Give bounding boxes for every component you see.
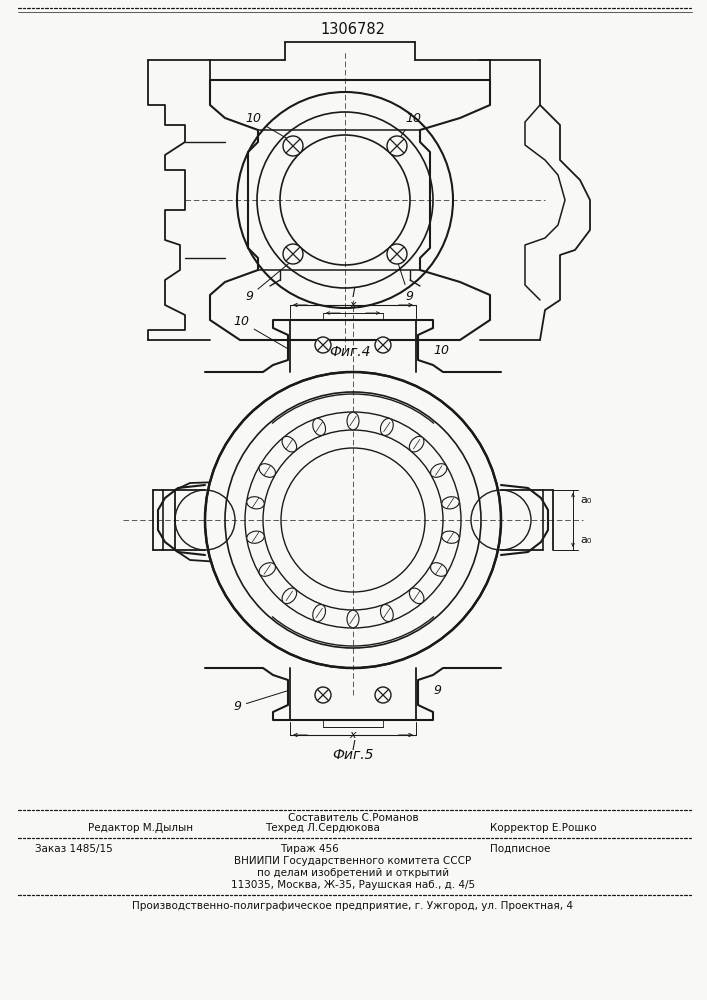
Circle shape bbox=[205, 372, 501, 668]
Text: l: l bbox=[351, 287, 355, 300]
Ellipse shape bbox=[312, 418, 325, 435]
Ellipse shape bbox=[282, 436, 297, 452]
Circle shape bbox=[315, 687, 331, 703]
Text: 10: 10 bbox=[233, 315, 288, 349]
Ellipse shape bbox=[409, 588, 424, 604]
Text: Производственно-полиграфическое предприятие, г. Ужгород, ул. Проектная, 4: Производственно-полиграфическое предприя… bbox=[132, 901, 573, 911]
Ellipse shape bbox=[431, 563, 447, 576]
Text: 10: 10 bbox=[399, 112, 421, 140]
Ellipse shape bbox=[347, 412, 359, 430]
Circle shape bbox=[283, 244, 303, 264]
Ellipse shape bbox=[409, 436, 424, 452]
Text: x: x bbox=[350, 730, 356, 740]
Circle shape bbox=[283, 136, 303, 156]
Ellipse shape bbox=[380, 605, 393, 622]
Ellipse shape bbox=[431, 464, 447, 477]
Text: Редактор М.Дылын: Редактор М.Дылын bbox=[88, 823, 193, 833]
Ellipse shape bbox=[247, 531, 264, 543]
Ellipse shape bbox=[312, 605, 325, 622]
Text: l: l bbox=[351, 740, 355, 753]
Text: x: x bbox=[350, 300, 356, 310]
Text: Фиг.4: Фиг.4 bbox=[329, 345, 370, 359]
Text: Тираж 456: Тираж 456 bbox=[280, 844, 339, 854]
Text: 10: 10 bbox=[433, 344, 449, 357]
Circle shape bbox=[387, 136, 407, 156]
Ellipse shape bbox=[282, 588, 297, 604]
Circle shape bbox=[315, 337, 331, 353]
Text: Составитель С.Романов: Составитель С.Романов bbox=[288, 813, 419, 823]
Text: Заказ 1485/15: Заказ 1485/15 bbox=[35, 844, 112, 854]
Circle shape bbox=[387, 244, 407, 264]
Circle shape bbox=[375, 687, 391, 703]
Text: 9: 9 bbox=[233, 691, 287, 713]
Text: 9: 9 bbox=[245, 262, 291, 303]
Text: 10: 10 bbox=[245, 112, 291, 141]
Ellipse shape bbox=[442, 531, 460, 543]
Text: 1306782: 1306782 bbox=[320, 22, 385, 37]
Ellipse shape bbox=[259, 464, 276, 477]
Ellipse shape bbox=[380, 418, 393, 435]
Ellipse shape bbox=[247, 497, 264, 509]
Circle shape bbox=[375, 337, 391, 353]
Ellipse shape bbox=[259, 563, 276, 576]
Text: ВНИИПИ Государственного комитета СССР: ВНИИПИ Государственного комитета СССР bbox=[235, 856, 472, 866]
Text: Техред Л.Сердюкова: Техред Л.Сердюкова bbox=[265, 823, 380, 833]
Text: Корректор Е.Рошко: Корректор Е.Рошко bbox=[490, 823, 597, 833]
Text: a₀: a₀ bbox=[580, 495, 591, 505]
Ellipse shape bbox=[347, 610, 359, 628]
Text: 9: 9 bbox=[398, 263, 413, 303]
Text: 113035, Москва, Ж-35, Раушская наб., д. 4/5: 113035, Москва, Ж-35, Раушская наб., д. … bbox=[231, 880, 475, 890]
Text: Подписное: Подписное bbox=[490, 844, 550, 854]
Ellipse shape bbox=[442, 497, 460, 509]
Text: 9: 9 bbox=[433, 684, 441, 696]
Text: по делам изобретений и открытий: по делам изобретений и открытий bbox=[257, 868, 449, 878]
Text: a₀: a₀ bbox=[580, 535, 591, 545]
Text: Фиг.5: Фиг.5 bbox=[332, 748, 374, 762]
